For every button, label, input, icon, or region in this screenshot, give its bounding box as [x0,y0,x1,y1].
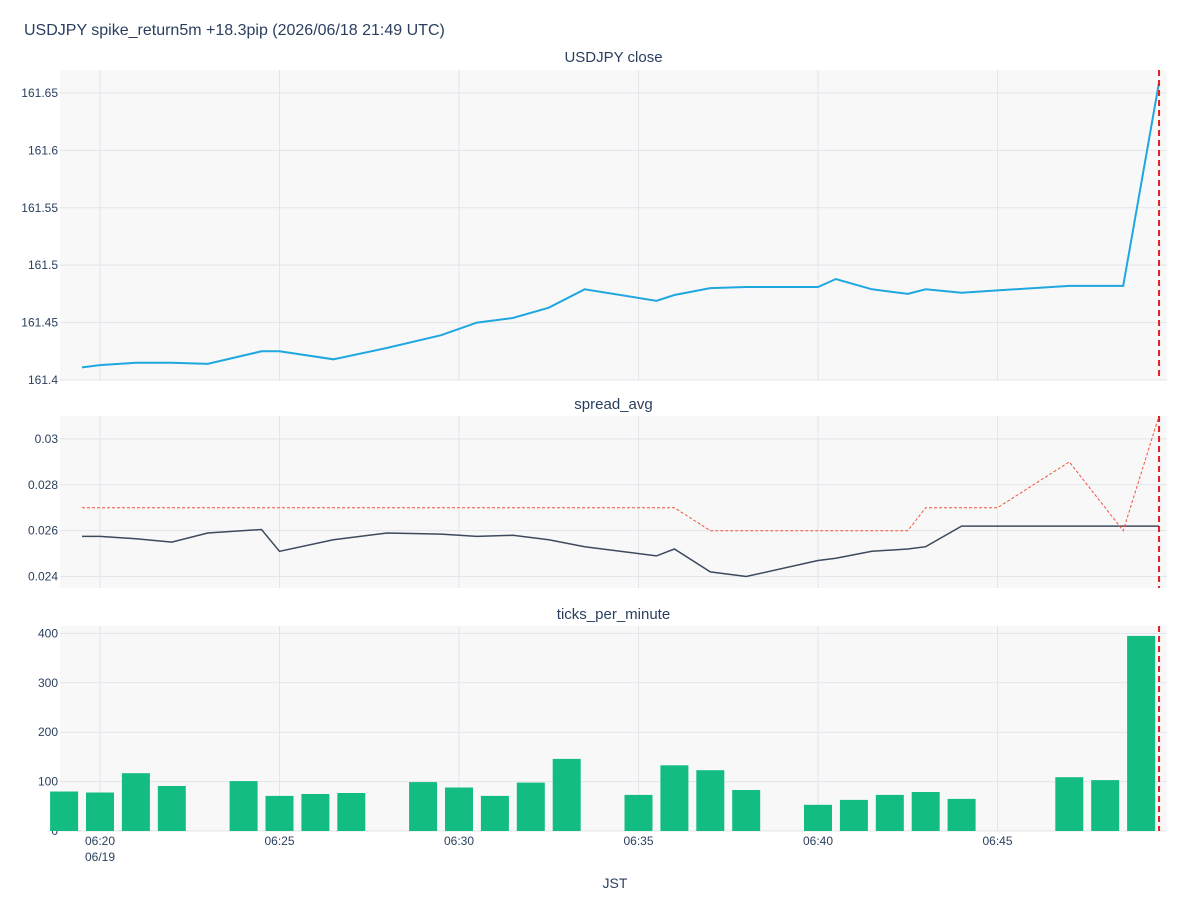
y-tick-label: 300 [38,676,58,690]
bar [409,782,438,831]
y-tick-label: 161.65 [21,86,58,100]
bar [121,773,150,831]
bar [265,795,294,831]
y-tick-label: 0.026 [28,524,58,538]
bar [839,799,868,831]
plot-area [60,416,1167,588]
x-tick-label: 06:20 [85,834,115,848]
x-date-label: 06/19 [85,850,115,864]
y-tick-label: 400 [38,626,58,640]
y-tick-label: 161.55 [21,201,58,215]
series-line-1 [81,82,1160,369]
x-tick-label: 06:30 [444,834,474,848]
bar [229,781,258,831]
series-line-2 [82,415,1160,532]
y-tick-label: 161.4 [28,373,58,387]
panel-1: 161.4 161.45 161.5 161.55 161.6 161.65 USDJPY … [21,49,1167,387]
chart-title: USDJPY spike_return5m +18.3pip (2026/06/… [24,22,445,39]
bar [875,794,904,831]
bar [804,804,832,831]
bar [911,792,940,831]
bar [516,782,545,831]
bar [337,793,366,831]
y-tick-label: 161.6 [28,143,58,157]
bar [1091,780,1120,831]
bar [660,765,689,831]
bar [1055,777,1084,831]
x-tick-label: 06:35 [623,834,653,848]
subplot-title: spread_avg [574,396,652,413]
x-tick-label: 06:45 [982,834,1012,848]
x-axis-title: JST [603,875,628,891]
panel-2: 0.024 0.026 0.028 0.03 spread_avg [28,396,1167,588]
bar [157,786,186,831]
subplot-title: USDJPY close [564,49,662,66]
subplot-title: ticks_per_minute [557,606,670,623]
y-tick-label: 100 [38,775,58,789]
bar [624,794,653,831]
plot-area [60,626,1167,831]
y-tick-label: 161.45 [21,316,58,330]
bar [947,798,976,831]
bar [50,791,79,831]
y-tick-label: 161.5 [28,258,58,272]
panel-3: 0100200300400ticks_per_minute06:2006:250… [38,606,1167,864]
y-tick-label: 0.03 [35,432,59,446]
bar [301,794,330,831]
bar [552,758,581,831]
bar [86,792,114,831]
series-line-1 [82,525,1159,578]
x-tick-label: 06:40 [803,834,833,848]
bar [1127,635,1156,831]
x-tick-label: 06:25 [264,834,294,848]
y-tick-label: 0.028 [28,478,58,492]
bar [696,770,725,831]
y-tick-label: 0.024 [28,570,58,584]
bar [480,795,509,831]
bar [445,787,473,831]
plot-area [60,70,1167,380]
bar [732,790,761,831]
y-tick-label: 200 [38,725,58,739]
